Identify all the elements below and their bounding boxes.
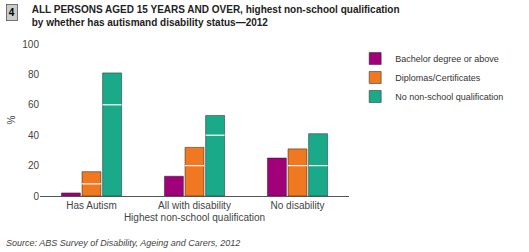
svg-text:ALL PERSONS AGED 15 YEARS AND: ALL PERSONS AGED 15 YEARS AND OVER, high… [32, 4, 400, 28]
svg-text:0: 0 [33, 191, 39, 202]
svg-text:Has Autism: Has Autism [66, 200, 117, 211]
svg-text:No non-school qualification: No non-school qualification [395, 92, 503, 102]
svg-text:20: 20 [28, 160, 40, 171]
svg-text:40: 40 [28, 130, 40, 141]
svg-text:Highest non-school qualificati: Highest non-school qualification [124, 212, 265, 223]
svg-text:All with disability: All with disability [158, 200, 231, 211]
svg-text:Diplomas/Certificates: Diplomas/Certificates [395, 73, 481, 83]
svg-text:100: 100 [22, 39, 39, 50]
svg-text:4: 4 [9, 7, 15, 18]
svg-text:%: % [6, 115, 17, 124]
svg-text:Bachelor degree or above: Bachelor degree or above [395, 54, 499, 64]
svg-text:80: 80 [28, 69, 40, 80]
svg-text:No disability: No disability [271, 200, 325, 211]
svg-text:Source: ABS Survey of Disabili: Source: ABS Survey of Disability, Ageing… [6, 238, 240, 248]
svg-text:60: 60 [28, 99, 40, 110]
